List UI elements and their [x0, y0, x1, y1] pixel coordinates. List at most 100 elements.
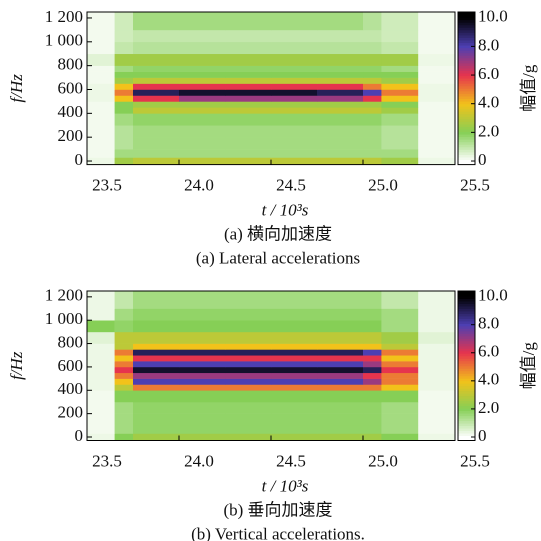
heat-cell: [133, 320, 179, 332]
heat-cell: [363, 367, 382, 373]
y-tick-label: 1 200: [45, 7, 83, 26]
heat-cell: [225, 157, 271, 164]
heat-cell: [271, 113, 317, 125]
heat-cell: [225, 355, 271, 361]
heat-cell: [87, 149, 115, 158]
heat-cell: [179, 137, 225, 149]
colorbar-tick-label: 8.0: [478, 314, 499, 333]
heat-cell: [87, 390, 115, 402]
heat-cell: [179, 433, 225, 440]
heat-cell: [381, 355, 418, 361]
heat-cell: [381, 66, 418, 72]
heat-cell: [87, 361, 115, 367]
heat-cell: [115, 157, 134, 164]
heat-cell: [363, 349, 382, 355]
heat-cell: [133, 66, 179, 72]
heat-cell: [418, 373, 455, 379]
heat-cell: [225, 309, 271, 321]
y-tick-label: 1 000: [45, 31, 83, 50]
heat-cell: [271, 414, 317, 426]
heat-cell: [179, 12, 225, 30]
heat-cell: [133, 349, 179, 355]
heat-cell: [381, 367, 418, 373]
heat-cell: [317, 361, 363, 367]
heat-cell: [317, 125, 363, 137]
heat-cell: [271, 332, 317, 344]
colorbar-tick-label: 10.0: [478, 286, 508, 305]
heat-cell: [179, 384, 225, 390]
heat-cell: [418, 54, 455, 66]
heat-cell: [179, 157, 225, 164]
heat-cell: [317, 309, 363, 321]
colorbar-tick-label: 4.0: [478, 93, 499, 112]
heat-cell: [115, 72, 134, 78]
heat-cell: [381, 309, 418, 321]
heat-cell: [271, 89, 317, 95]
heat-cell: [225, 137, 271, 149]
heat-cell: [418, 390, 455, 402]
heat-cell: [271, 379, 317, 385]
heat-cell: [87, 384, 115, 390]
heat-cell: [381, 89, 418, 95]
heat-cell: [317, 78, 363, 84]
heat-cell: [225, 390, 271, 402]
heat-cell: [225, 414, 271, 426]
heat-cell: [133, 291, 179, 309]
heat-cell: [87, 425, 115, 433]
heat-cell: [115, 367, 134, 373]
heat-cell: [179, 84, 225, 90]
heat-cell: [363, 78, 382, 84]
heat-cell: [179, 107, 225, 113]
heat-cell: [317, 367, 363, 373]
heat-cell: [133, 361, 179, 367]
heat-cell: [363, 433, 382, 440]
heat-cell: [317, 344, 363, 350]
heat-cell: [87, 344, 115, 350]
heat-cell: [271, 320, 317, 332]
colorbar-tick-label: 2.0: [478, 398, 499, 417]
heat-cell: [363, 344, 382, 350]
heat-cell: [271, 157, 317, 164]
colorbar-tick-label: 6.0: [478, 342, 499, 361]
heat-cell: [363, 54, 382, 66]
heat-cell: [225, 54, 271, 66]
colorbar-tick-label: 0: [478, 426, 487, 445]
heat-cell: [363, 149, 382, 158]
heat-cell: [225, 42, 271, 54]
heat-cell: [179, 149, 225, 158]
heat-cell: [418, 89, 455, 95]
heat-cell: [87, 414, 115, 426]
heat-cell: [271, 30, 317, 42]
heat-cell: [363, 390, 382, 402]
heat-cell: [133, 332, 179, 344]
heat-cell: [87, 66, 115, 72]
heat-cell: [179, 402, 225, 414]
heat-cell: [317, 349, 363, 355]
heat-cell: [381, 54, 418, 66]
heat-cell: [271, 12, 317, 30]
heat-cell: [133, 42, 179, 54]
heat-cell: [87, 107, 115, 113]
heat-cell: [418, 149, 455, 158]
heat-cell: [225, 84, 271, 90]
heat-cell: [317, 107, 363, 113]
heat-cell: [418, 367, 455, 373]
heat-cell: [418, 42, 455, 54]
colorbar-tick-label: 10.0: [478, 7, 508, 26]
heat-cell: [179, 379, 225, 385]
heat-cell: [381, 384, 418, 390]
heat-cell: [363, 113, 382, 125]
heat-cell: [363, 89, 382, 95]
heat-cell: [418, 113, 455, 125]
heat-cell: [381, 433, 418, 440]
heat-cell: [179, 42, 225, 54]
heat-cell: [133, 379, 179, 385]
heat-cell: [133, 157, 179, 164]
heat-cell: [225, 125, 271, 137]
heat-cell: [381, 78, 418, 84]
heat-cell: [271, 54, 317, 66]
heat-cell: [87, 379, 115, 385]
heat-cell: [381, 414, 418, 426]
heat-cell: [271, 95, 317, 101]
y-tick-label: 200: [58, 403, 84, 422]
